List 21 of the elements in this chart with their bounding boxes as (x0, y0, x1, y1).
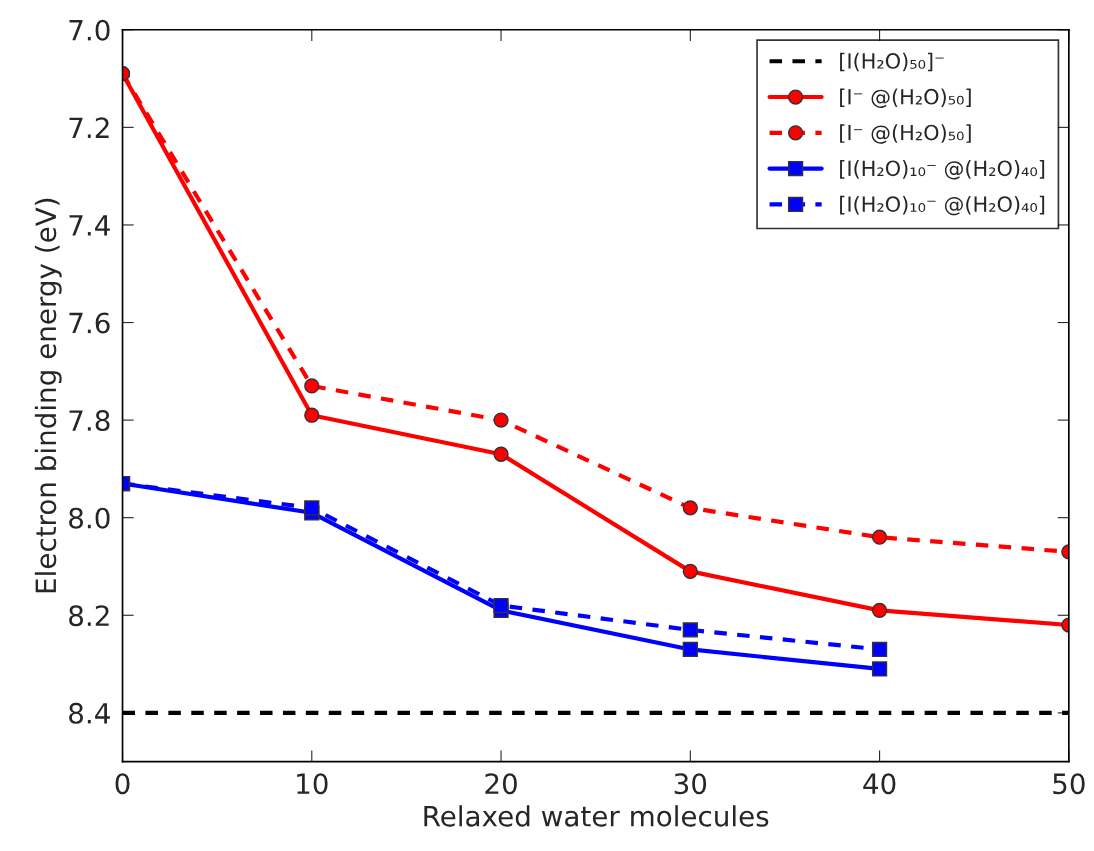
y-tick-label: 7.6 (69, 312, 110, 334)
y-tick-label: 7.2 (69, 117, 109, 138)
x-tick-label: 0 (115, 773, 130, 795)
y-tick-label: 8.0 (69, 507, 110, 529)
x-tick-label: 50 (1053, 773, 1085, 795)
legend-label: [I(H₂O)₅₀]⁻ (840, 52, 944, 72)
y-tick-label: 8.4 (69, 702, 110, 724)
legend-label: [I⁻ @(H₂O)₅₀] (840, 88, 971, 108)
legend-label: [I(H₂O)₁₀⁻ @(H₂O)₄₀] (840, 195, 1045, 216)
y-tick-label: 7.4 (69, 215, 110, 236)
x-tick-label: 20 (485, 773, 517, 795)
x-tick-label: 30 (674, 773, 707, 795)
legend-label: [I⁻ @(H₂O)₅₀] (840, 124, 971, 144)
y-tick-label: 8.2 (69, 605, 109, 627)
x-axis-title: Relaxed water molecules (424, 805, 769, 827)
legend-label: [I(H₂O)₁₀⁻ @(H₂O)₄₀] (840, 160, 1045, 180)
x-tick-label: 40 (863, 773, 896, 795)
x-tick-label: 10 (297, 773, 328, 795)
y-tick-label: 7.8 (69, 410, 110, 432)
y-tick-label: 7.0 (69, 19, 110, 41)
y-axis-title: Electron binding energy (eV) (34, 198, 62, 593)
